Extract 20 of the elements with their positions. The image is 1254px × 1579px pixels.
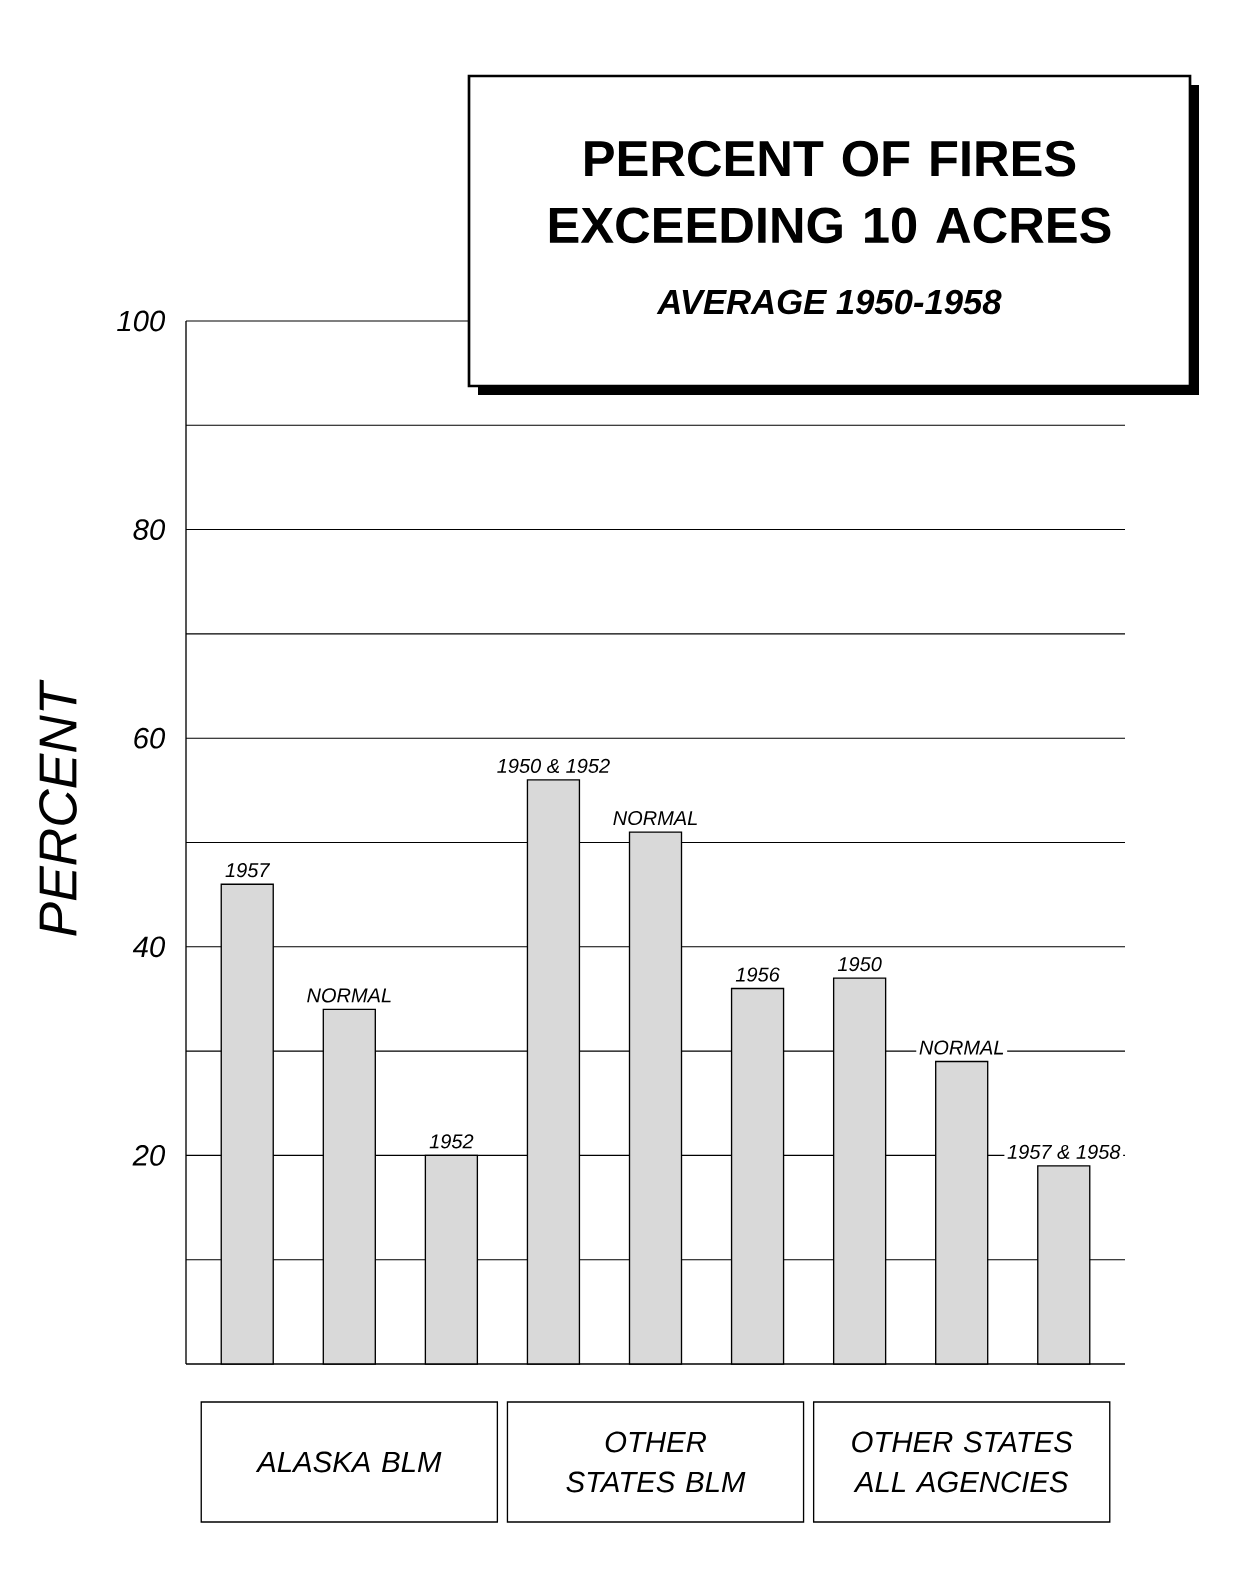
- text: OTHER STATES BLM: [566, 1431, 746, 1493]
- x-tick-label: NORMAL: [919, 1040, 1004, 1055]
- y-tick-label: 40: [132, 936, 166, 958]
- x-tick-label: 1956: [735, 967, 780, 982]
- x-tick-label: 1950 & 1952: [497, 758, 610, 773]
- text: OTHER STATES ALL AGENCIES: [852, 1431, 1073, 1493]
- y-tick-label: 80: [133, 519, 166, 540]
- x-tick-label: 1957: [225, 863, 271, 878]
- y-tick-label: 20: [132, 1145, 166, 1166]
- x-tick-label: 1957 & 1958: [1007, 1144, 1121, 1159]
- chart-title: PERCENT OF FIRES EXCEEDING 10 ACRES: [549, 140, 1111, 244]
- y-tick-label: 60: [134, 727, 166, 749]
- x-tick-label: 1952: [429, 1134, 474, 1149]
- y-tick-label: 100: [117, 310, 166, 332]
- x-tick-label: 1950: [837, 956, 882, 972]
- x-tick-label: NORMAL: [307, 988, 391, 1003]
- text: ALASKA BLM: [255, 1451, 442, 1473]
- chart-subtitle: AVERAGE 1950-1958: [656, 289, 1002, 315]
- x-tick-label: NORMAL: [613, 810, 697, 826]
- y-axis-title: PERCENT: [39, 679, 77, 936]
